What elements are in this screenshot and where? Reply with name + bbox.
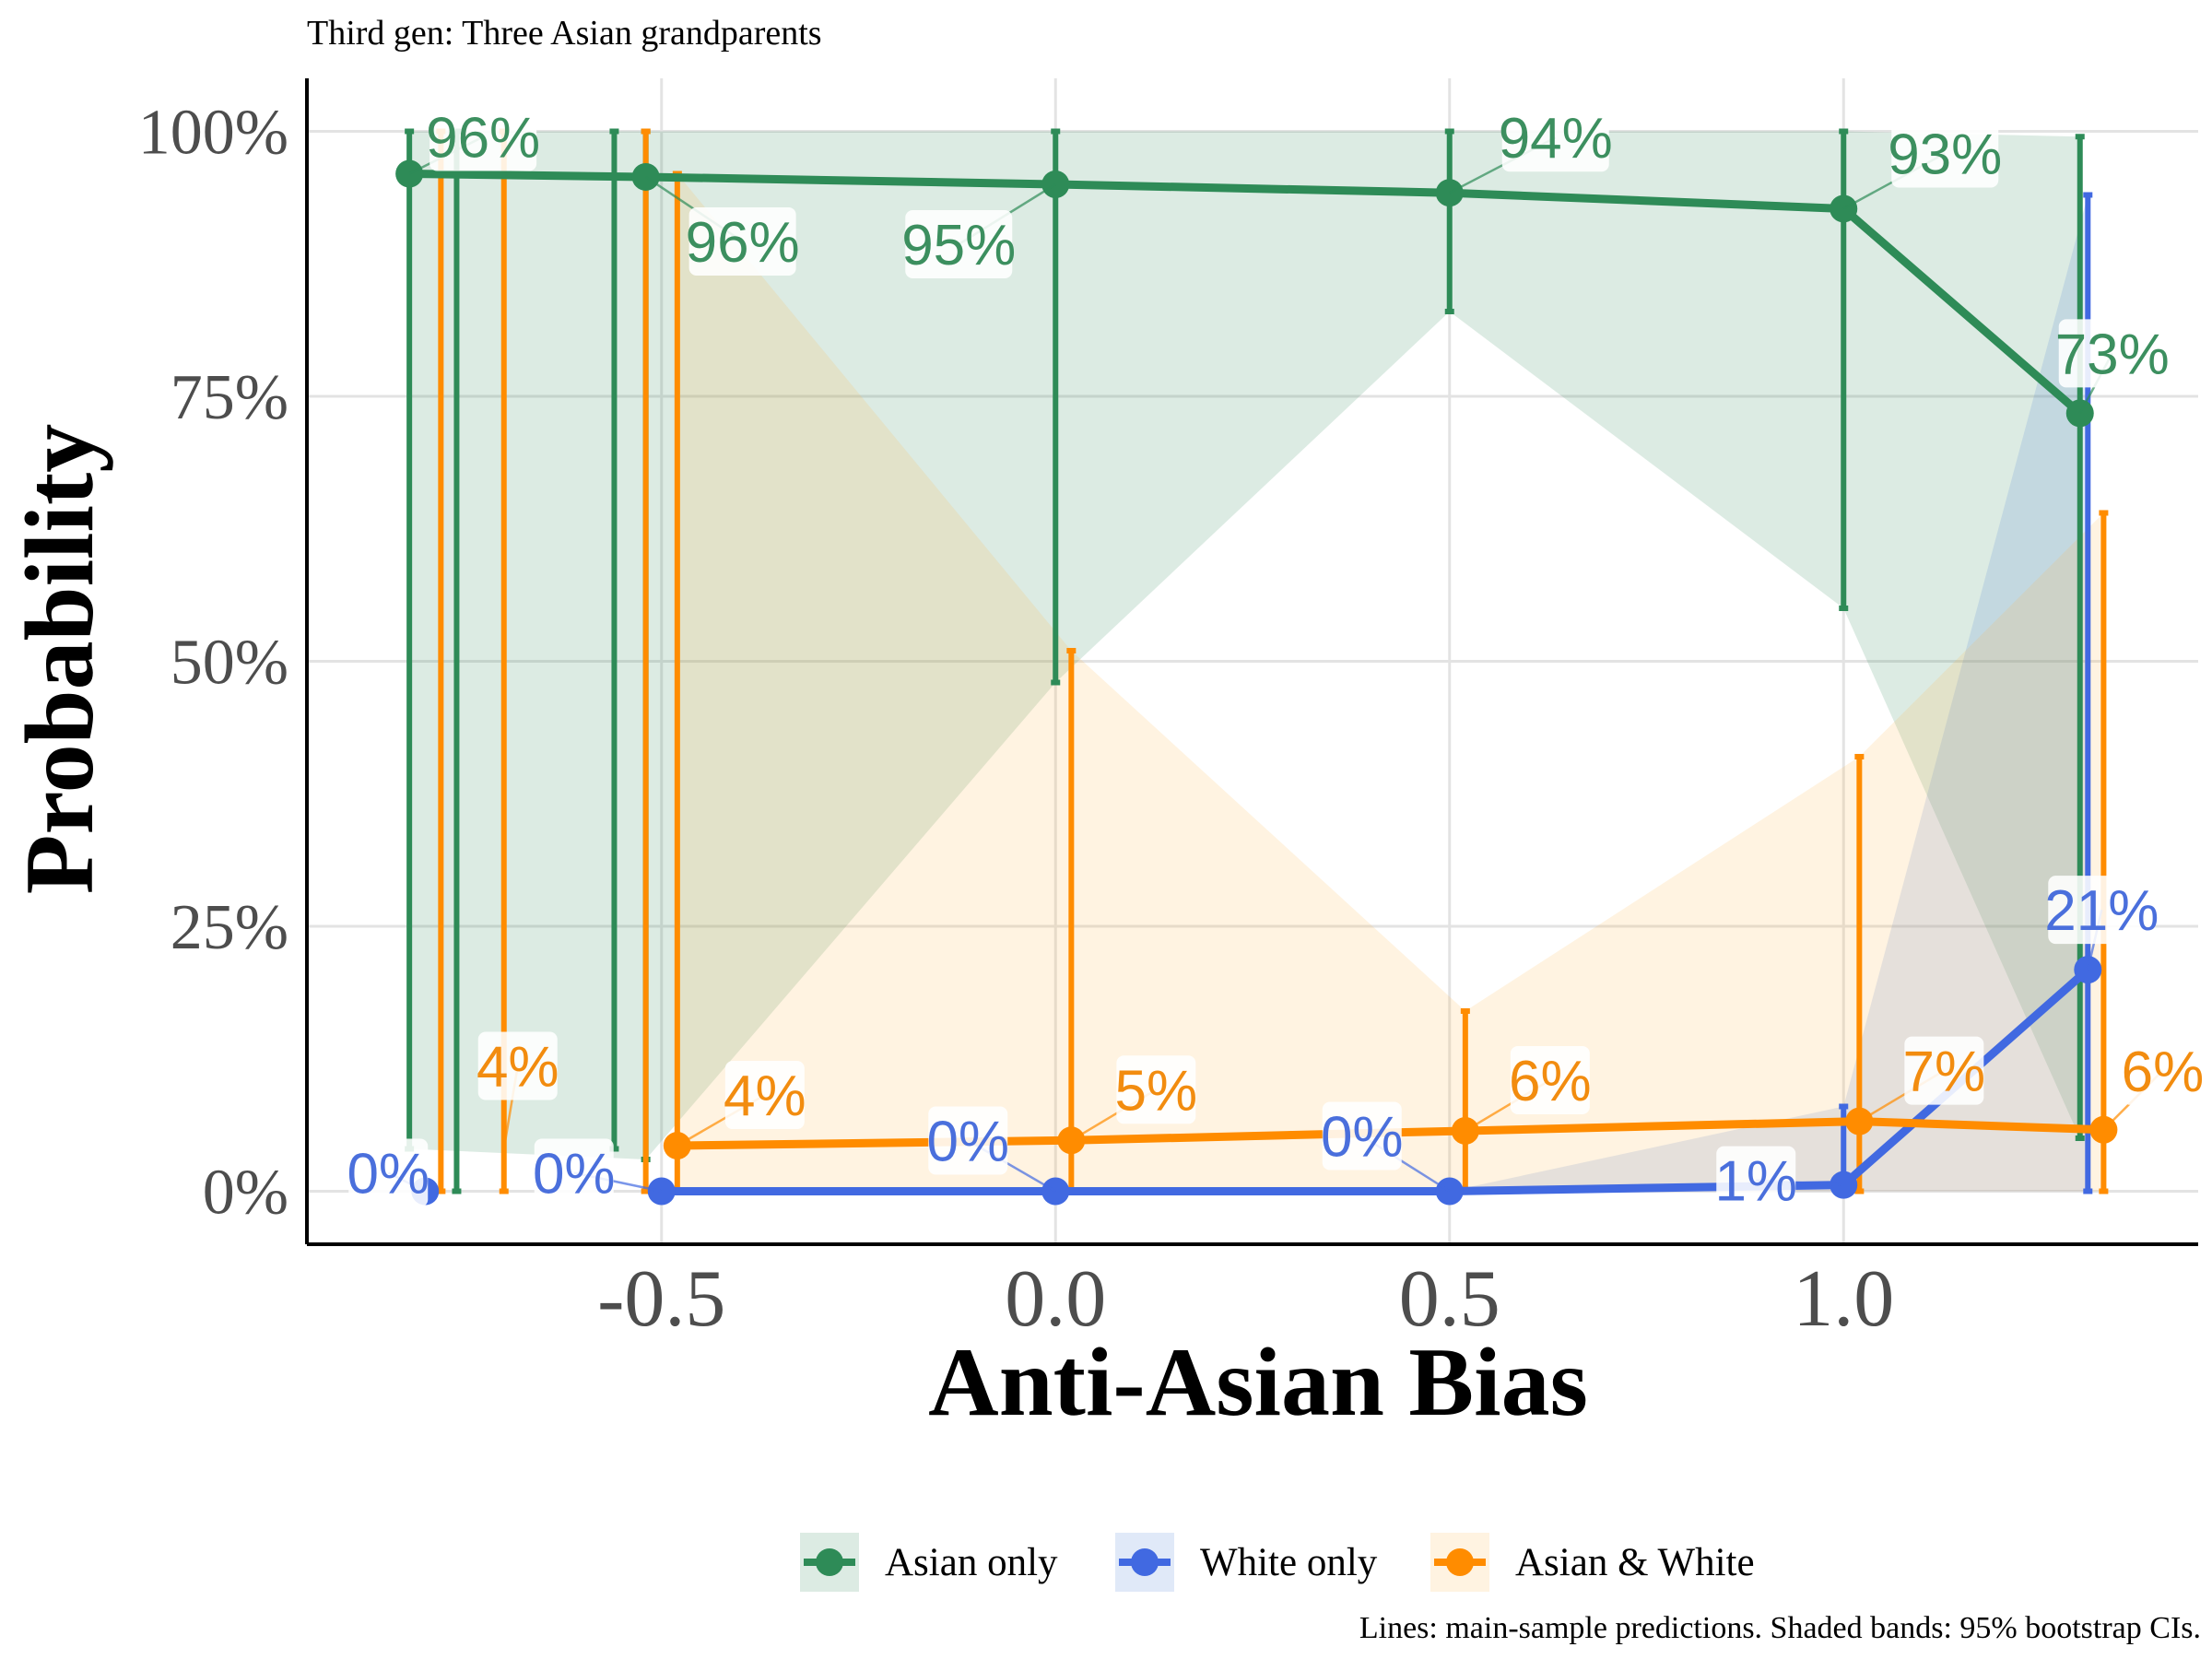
y-tick-label: 75% bbox=[171, 362, 288, 433]
ci-band bbox=[409, 131, 2080, 1159]
legend-label: Asian only bbox=[885, 1541, 1058, 1584]
legend-label: Asian & White bbox=[1515, 1541, 1755, 1584]
series-line bbox=[409, 170, 2083, 417]
x-tick-label: -0.5 bbox=[597, 1254, 725, 1344]
label-box bbox=[1116, 1055, 1196, 1124]
label-box bbox=[724, 1061, 805, 1130]
legend-key-point bbox=[1446, 1548, 1474, 1576]
label-box bbox=[928, 1106, 1008, 1175]
data-label: 73% bbox=[2055, 323, 2170, 386]
legend: Asian only White only Asian & White bbox=[800, 1533, 1755, 1592]
chart-title: Third gen: Three Asian grandparents bbox=[307, 14, 822, 53]
label-box bbox=[2123, 1036, 2203, 1105]
x-tick-label: 1.0 bbox=[1793, 1254, 1894, 1344]
legend-label: White only bbox=[1200, 1541, 1378, 1584]
data-label: 6% bbox=[1509, 1050, 1592, 1113]
data-label: 94% bbox=[1499, 107, 1613, 171]
label-box bbox=[534, 1138, 614, 1207]
y-tick-label: 25% bbox=[171, 892, 288, 963]
y-tick-label: 100% bbox=[138, 98, 288, 169]
y-tick-label: 0% bbox=[203, 1158, 288, 1229]
label-box bbox=[2048, 876, 2156, 945]
label-box bbox=[2058, 319, 2166, 388]
legend-key-point bbox=[1131, 1548, 1159, 1576]
label-box bbox=[1716, 1146, 1796, 1215]
x-axis-label: Anti-Asian Bias bbox=[928, 1328, 1588, 1436]
x-tick-label: 0.0 bbox=[1005, 1254, 1106, 1344]
label-box bbox=[429, 102, 537, 171]
label-box bbox=[477, 1031, 558, 1100]
y-axis-label: Probability bbox=[6, 424, 113, 894]
data-label: 93% bbox=[1888, 123, 2002, 186]
legend-key-point bbox=[816, 1548, 843, 1576]
data-label: 0% bbox=[926, 1111, 1009, 1174]
data-label: 7% bbox=[1903, 1041, 1986, 1104]
data-label: 95% bbox=[901, 214, 1016, 277]
label-box bbox=[1322, 1101, 1402, 1171]
label-box bbox=[348, 1138, 429, 1207]
data-label: 96% bbox=[426, 107, 540, 171]
data-label: 4% bbox=[477, 1036, 559, 1100]
plot-area: 96% 96% 95% 94% 93% 73% 0% 0% 0% 1% 21% 0% 4% 5% 6% 7% 6… bbox=[138, 78, 2205, 1344]
data-label: 6% bbox=[2122, 1041, 2205, 1104]
data-label: 0% bbox=[347, 1143, 429, 1206]
ci-band bbox=[677, 173, 2104, 1192]
label-box bbox=[1501, 103, 1609, 172]
data-label: 1% bbox=[1714, 1150, 1797, 1214]
label-box bbox=[1510, 1045, 1590, 1114]
data-label: 96% bbox=[686, 211, 800, 275]
chart-caption: Lines: main-sample predictions. Shaded b… bbox=[1359, 1611, 2201, 1645]
label-box bbox=[1904, 1036, 1984, 1105]
y-tick-label: 50% bbox=[171, 628, 288, 699]
data-label: 0% bbox=[1321, 1106, 1404, 1170]
data-label: 0% bbox=[533, 1143, 616, 1206]
data-label: 21% bbox=[2044, 879, 2159, 943]
label-box bbox=[1891, 119, 1999, 188]
data-label: 4% bbox=[724, 1065, 806, 1128]
x-tick-label: 0.5 bbox=[1399, 1254, 1500, 1344]
data-label: 5% bbox=[1115, 1059, 1198, 1123]
label-box bbox=[688, 206, 796, 276]
label-box bbox=[905, 210, 1013, 278]
